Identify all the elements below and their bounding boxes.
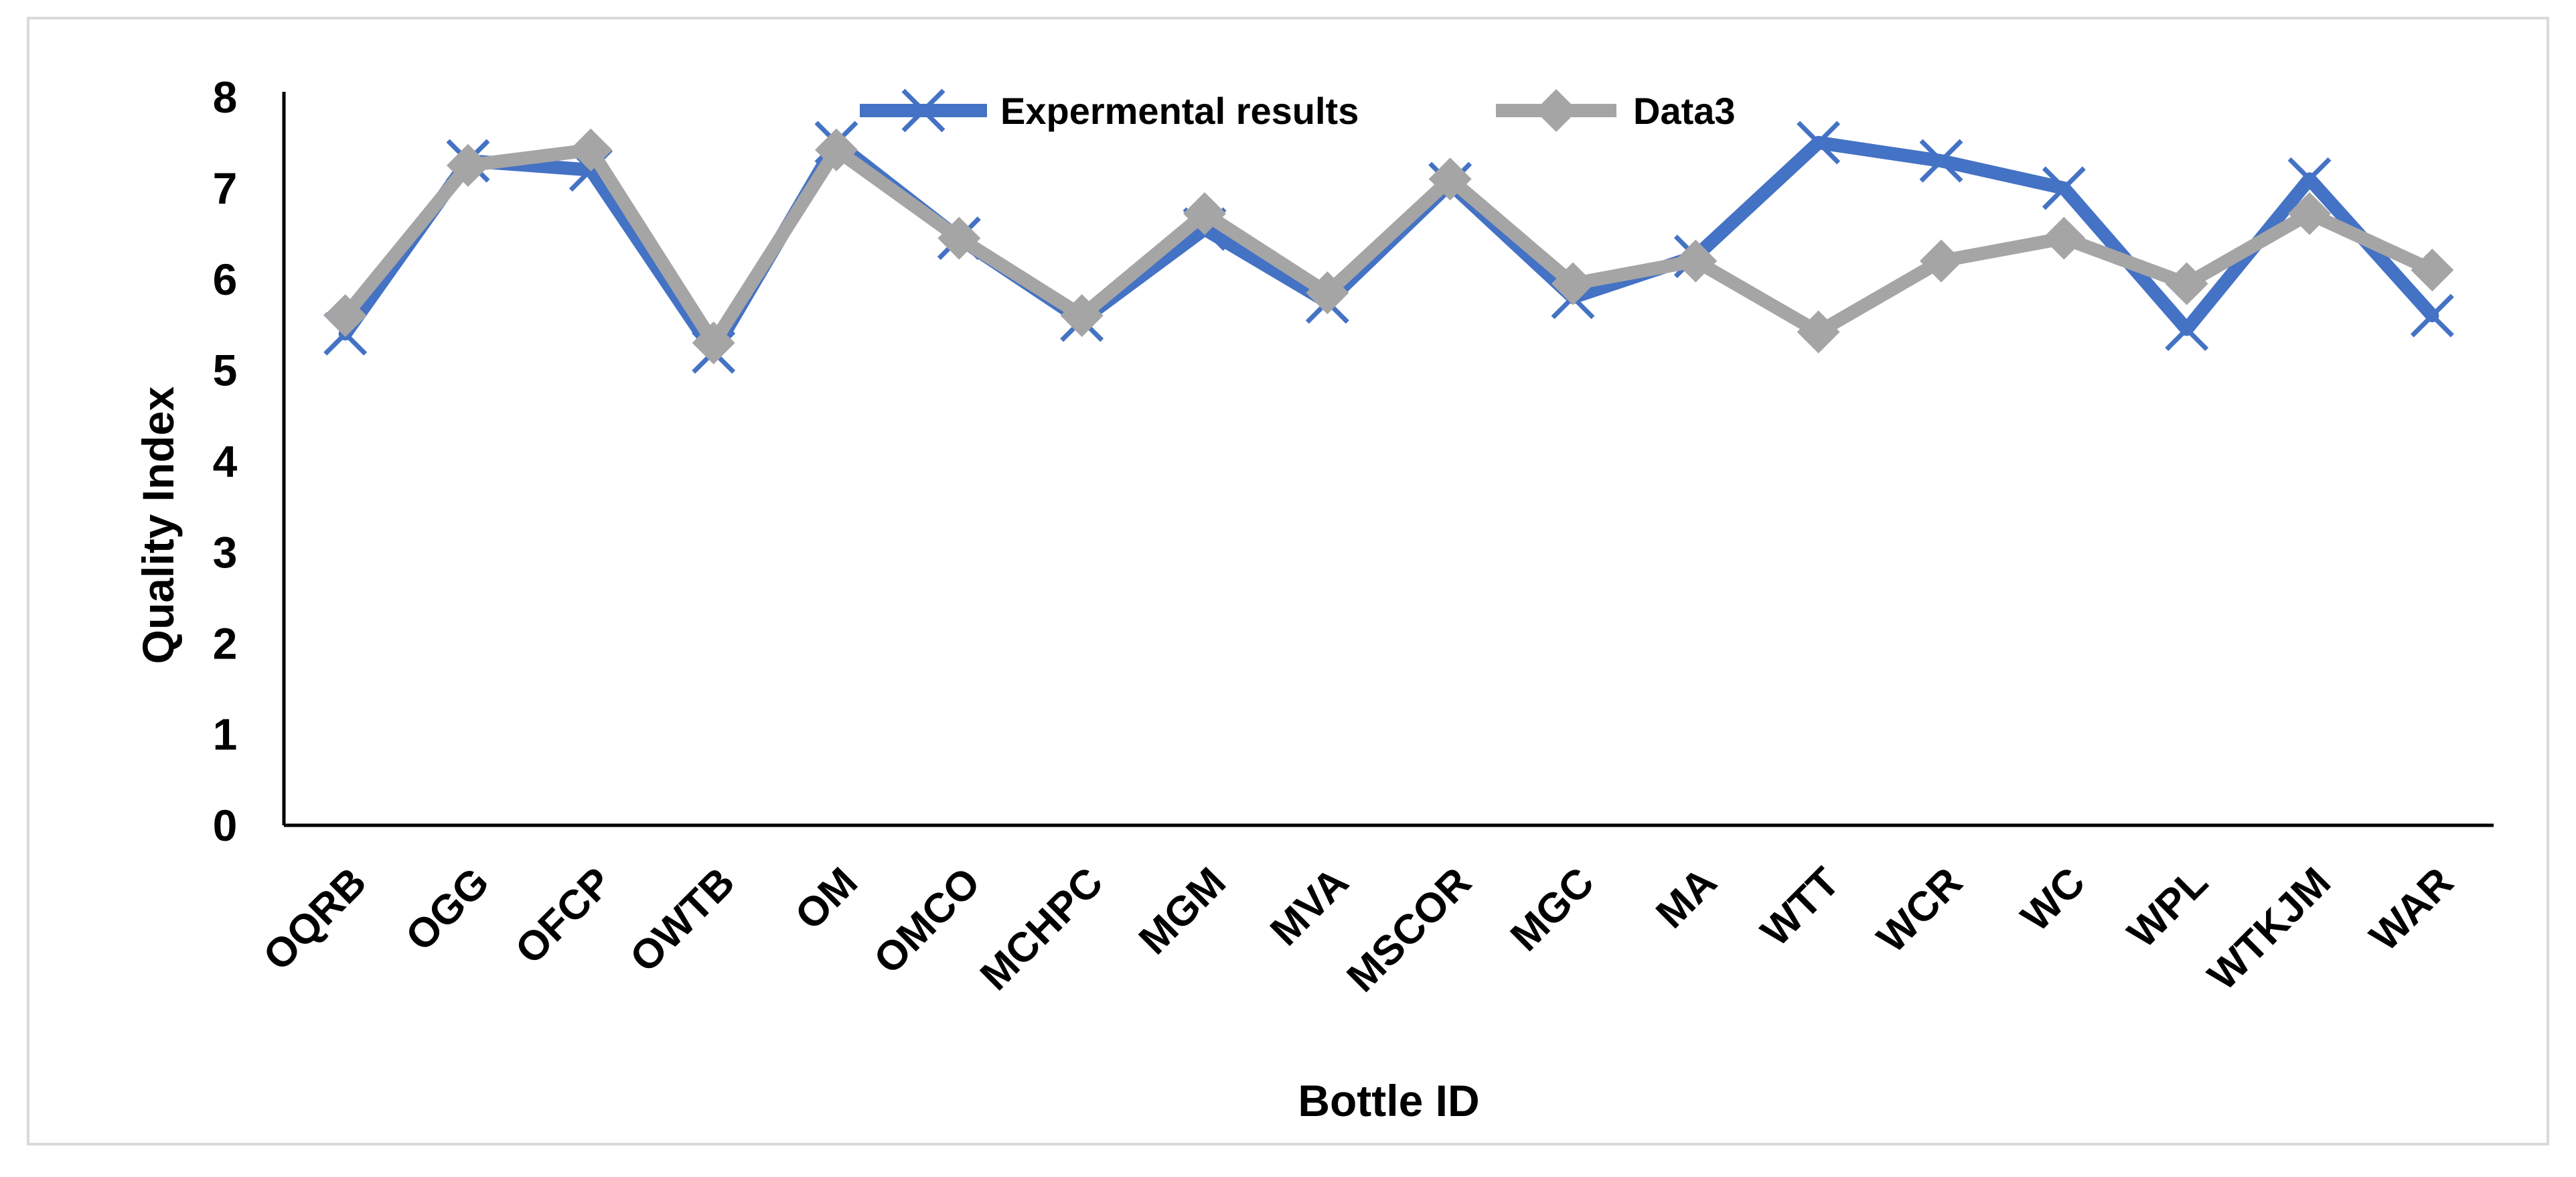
x-category-label: OFCP: [507, 859, 621, 973]
data-point-diamond-marker: [692, 321, 735, 364]
data-point-diamond-marker: [1920, 239, 1963, 283]
x-category-label: MVA: [1262, 859, 1357, 955]
y-tick-label: 2: [213, 618, 238, 668]
data-point-x-marker: [2287, 157, 2332, 201]
data-point-diamond-marker: [1551, 262, 1594, 305]
y-tick-label: 1: [213, 709, 238, 759]
data-point-x-marker: [2410, 293, 2454, 338]
x-category-label: MSCOR: [1339, 859, 1481, 1001]
data-point-x-marker: [2165, 307, 2209, 351]
x-category-label: OMCO: [865, 859, 989, 983]
x-category-label: WCR: [1868, 859, 1971, 961]
x-category-label: MGC: [1502, 859, 1603, 960]
x-category-label: WC: [2012, 859, 2094, 941]
data-point-diamond-marker: [2165, 262, 2208, 305]
data-point-diamond-marker: [1183, 192, 1226, 235]
data-series: [323, 121, 2454, 374]
y-tick-label: 3: [213, 527, 238, 577]
data-point-diamond-marker: [2288, 192, 2331, 235]
x-category-label: MGM: [1130, 859, 1235, 963]
data-point-diamond-marker: [1428, 157, 1472, 201]
y-axis-title: Quality Index: [133, 386, 183, 664]
data-point-diamond-marker: [2411, 249, 2454, 292]
y-tick-label: 6: [213, 255, 238, 304]
x-category-label: OQRB: [254, 859, 375, 979]
data-point-diamond-marker: [2042, 216, 2086, 260]
series-data3: [323, 128, 2454, 364]
data-point-x-marker: [1797, 121, 1841, 165]
axes: [282, 92, 2494, 827]
x-category-label: WAR: [2361, 859, 2462, 960]
data-point-diamond-marker: [1674, 239, 1718, 283]
legend-label: Data3: [1633, 90, 1736, 132]
x-axis-title: Bottle ID: [1298, 1076, 1479, 1125]
x-category-label: WTT: [1752, 859, 1849, 955]
legend-entry: Expermental results: [860, 88, 1359, 133]
data-point-x-marker: [1919, 139, 1963, 183]
x-category-label: MCHPC: [972, 859, 1112, 999]
data-point-diamond-marker: [1060, 294, 1104, 338]
legend-diamond-marker: [1535, 89, 1578, 132]
series-line: [338, 143, 2439, 350]
series-expermental-results: [323, 121, 2454, 374]
x-category-label: MA: [1647, 859, 1726, 937]
data-point-diamond-marker: [1797, 310, 1840, 354]
y-tick-labels: 0 1 2 3 4 5 6 7 8: [213, 72, 238, 850]
y-tick-label: 5: [213, 346, 238, 395]
x-category-label: OM: [786, 859, 866, 939]
legend-label: Expermental results: [1000, 90, 1359, 132]
y-tick-label: 0: [213, 801, 238, 850]
data-point-diamond-marker: [323, 294, 367, 338]
y-tick-label: 7: [213, 163, 238, 213]
legend-x-marker: [901, 88, 945, 133]
x-category-label: OGG: [397, 859, 498, 960]
x-category-label: WTKJM: [2199, 859, 2340, 999]
data-point-diamond-marker: [937, 216, 981, 260]
chart-frame: 0 1 2 3 4 5 6 7 8 OQRB OGG OFCP OWTB OM OMCO MCHPC MGM M…: [27, 17, 2549, 1146]
legend: Expermental results Data3: [860, 88, 1736, 133]
x-category-label: OWTB: [621, 859, 744, 981]
data-point-diamond-marker: [447, 143, 489, 187]
data-point-x-marker: [2042, 166, 2086, 210]
data-point-diamond-marker: [569, 128, 613, 171]
y-tick-label: 4: [213, 437, 238, 486]
data-point-diamond-marker: [1306, 271, 1349, 315]
legend-entry: Data3: [1496, 89, 1736, 132]
data-point-diamond-marker: [815, 128, 858, 171]
x-category-label: WPL: [2119, 859, 2216, 957]
y-tick-label: 8: [213, 72, 238, 122]
